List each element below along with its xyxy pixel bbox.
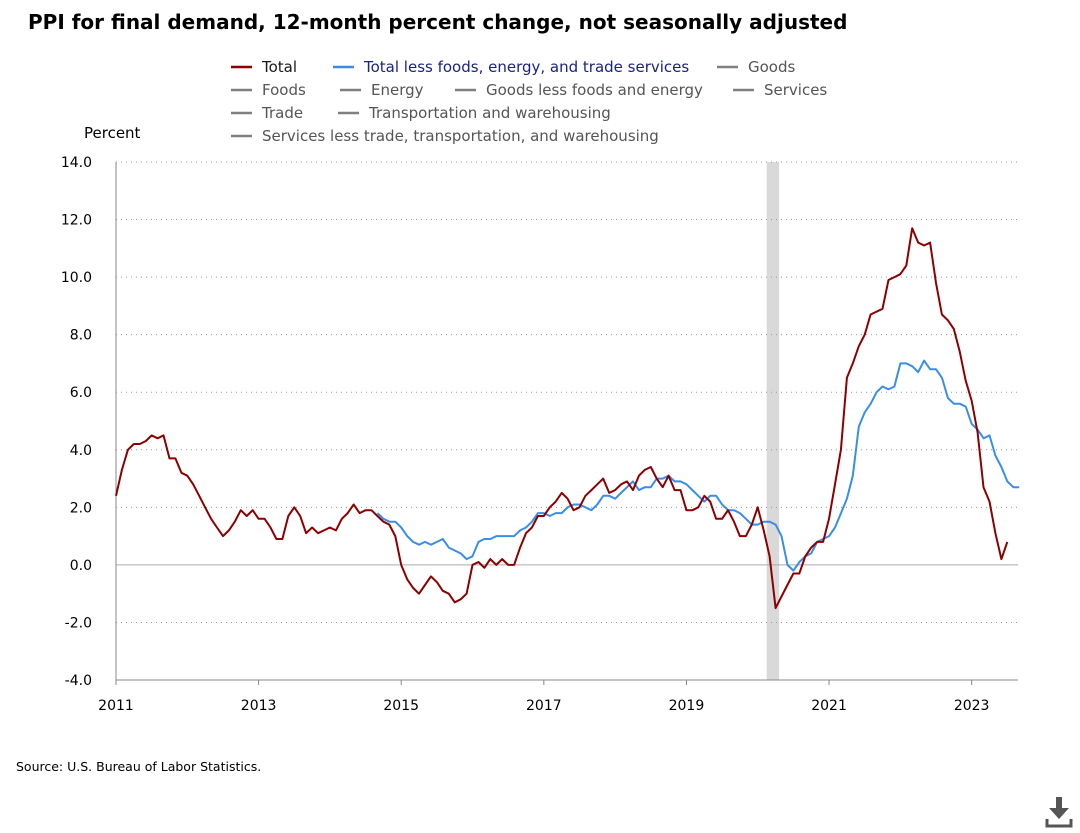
x-tick-label: 2021 <box>811 698 847 714</box>
y-tick-label: 10.0 <box>61 270 92 286</box>
legend-item[interactable]: Energy <box>340 81 424 99</box>
legend-item[interactable]: Total <box>231 58 297 76</box>
y-tick-label: 0.0 <box>70 558 92 574</box>
y-axis-label: Percent <box>84 124 141 142</box>
legend-item[interactable]: Goods <box>717 58 795 76</box>
legend-item[interactable]: Total less foods, energy, and trade serv… <box>333 58 689 76</box>
y-tick-label: 12.0 <box>61 213 92 229</box>
legend-label: Services less trade, transportation, and… <box>262 127 659 145</box>
legend-label: Trade <box>261 104 303 122</box>
x-tick-label: 2015 <box>383 698 419 714</box>
legend-label: Goods <box>748 58 795 76</box>
chart-title: PPI for final demand, 12-month percent c… <box>28 10 848 34</box>
y-tick-label: -4.0 <box>65 673 92 689</box>
series-line-total-less-foods-energy-and-trade-services <box>376 359 1020 572</box>
series-line-total <box>115 227 1009 610</box>
legend-label: Total less foods, energy, and trade serv… <box>363 58 689 76</box>
legend-label: Total <box>261 58 297 76</box>
x-tick-label: 2023 <box>954 698 990 714</box>
x-axis: 2011 2013 2015 2017 2019 2021 2023 <box>98 680 989 714</box>
source-note: Source: U.S. Bureau of Labor Statistics. <box>16 759 262 774</box>
legend-item[interactable]: Foods <box>231 81 306 99</box>
y-tick-label: 4.0 <box>70 443 92 459</box>
legend-label: Services <box>764 81 827 99</box>
x-tick-label: 2013 <box>241 698 277 714</box>
legend-item[interactable]: Transportation and warehousing <box>338 104 611 122</box>
x-tick-label: 2019 <box>669 698 705 714</box>
legend-item[interactable]: Services <box>733 81 827 99</box>
x-tick-label: 2017 <box>526 698 562 714</box>
y-tick-label: 6.0 <box>70 385 92 401</box>
legend-label: Transportation and warehousing <box>368 104 611 122</box>
legend-item[interactable]: Trade <box>231 104 303 122</box>
y-tick-label: -2.0 <box>65 615 92 631</box>
y-tick-label: 14.0 <box>61 155 92 171</box>
legend-item[interactable]: Goods less foods and energy <box>455 81 703 99</box>
y-tick-label: 2.0 <box>70 500 92 516</box>
legend: Total Total less foods, energy, and trade… <box>231 58 827 145</box>
x-tick-label: 2011 <box>98 698 134 714</box>
y-axis: 14.0 12.0 10.0 8.0 6.0 4.0 2.0 0.0 -2.0 -4.0 <box>61 155 92 689</box>
recession-shading <box>766 162 780 680</box>
download-icon[interactable] <box>1044 795 1074 829</box>
grid <box>115 161 1018 681</box>
series-group <box>115 227 1020 610</box>
legend-label: Goods less foods and energy <box>486 81 703 99</box>
legend-label: Foods <box>262 81 306 99</box>
legend-label: Energy <box>371 81 424 99</box>
legend-item[interactable]: Services less trade, transportation, and… <box>231 127 659 145</box>
y-tick-label: 8.0 <box>70 328 92 344</box>
